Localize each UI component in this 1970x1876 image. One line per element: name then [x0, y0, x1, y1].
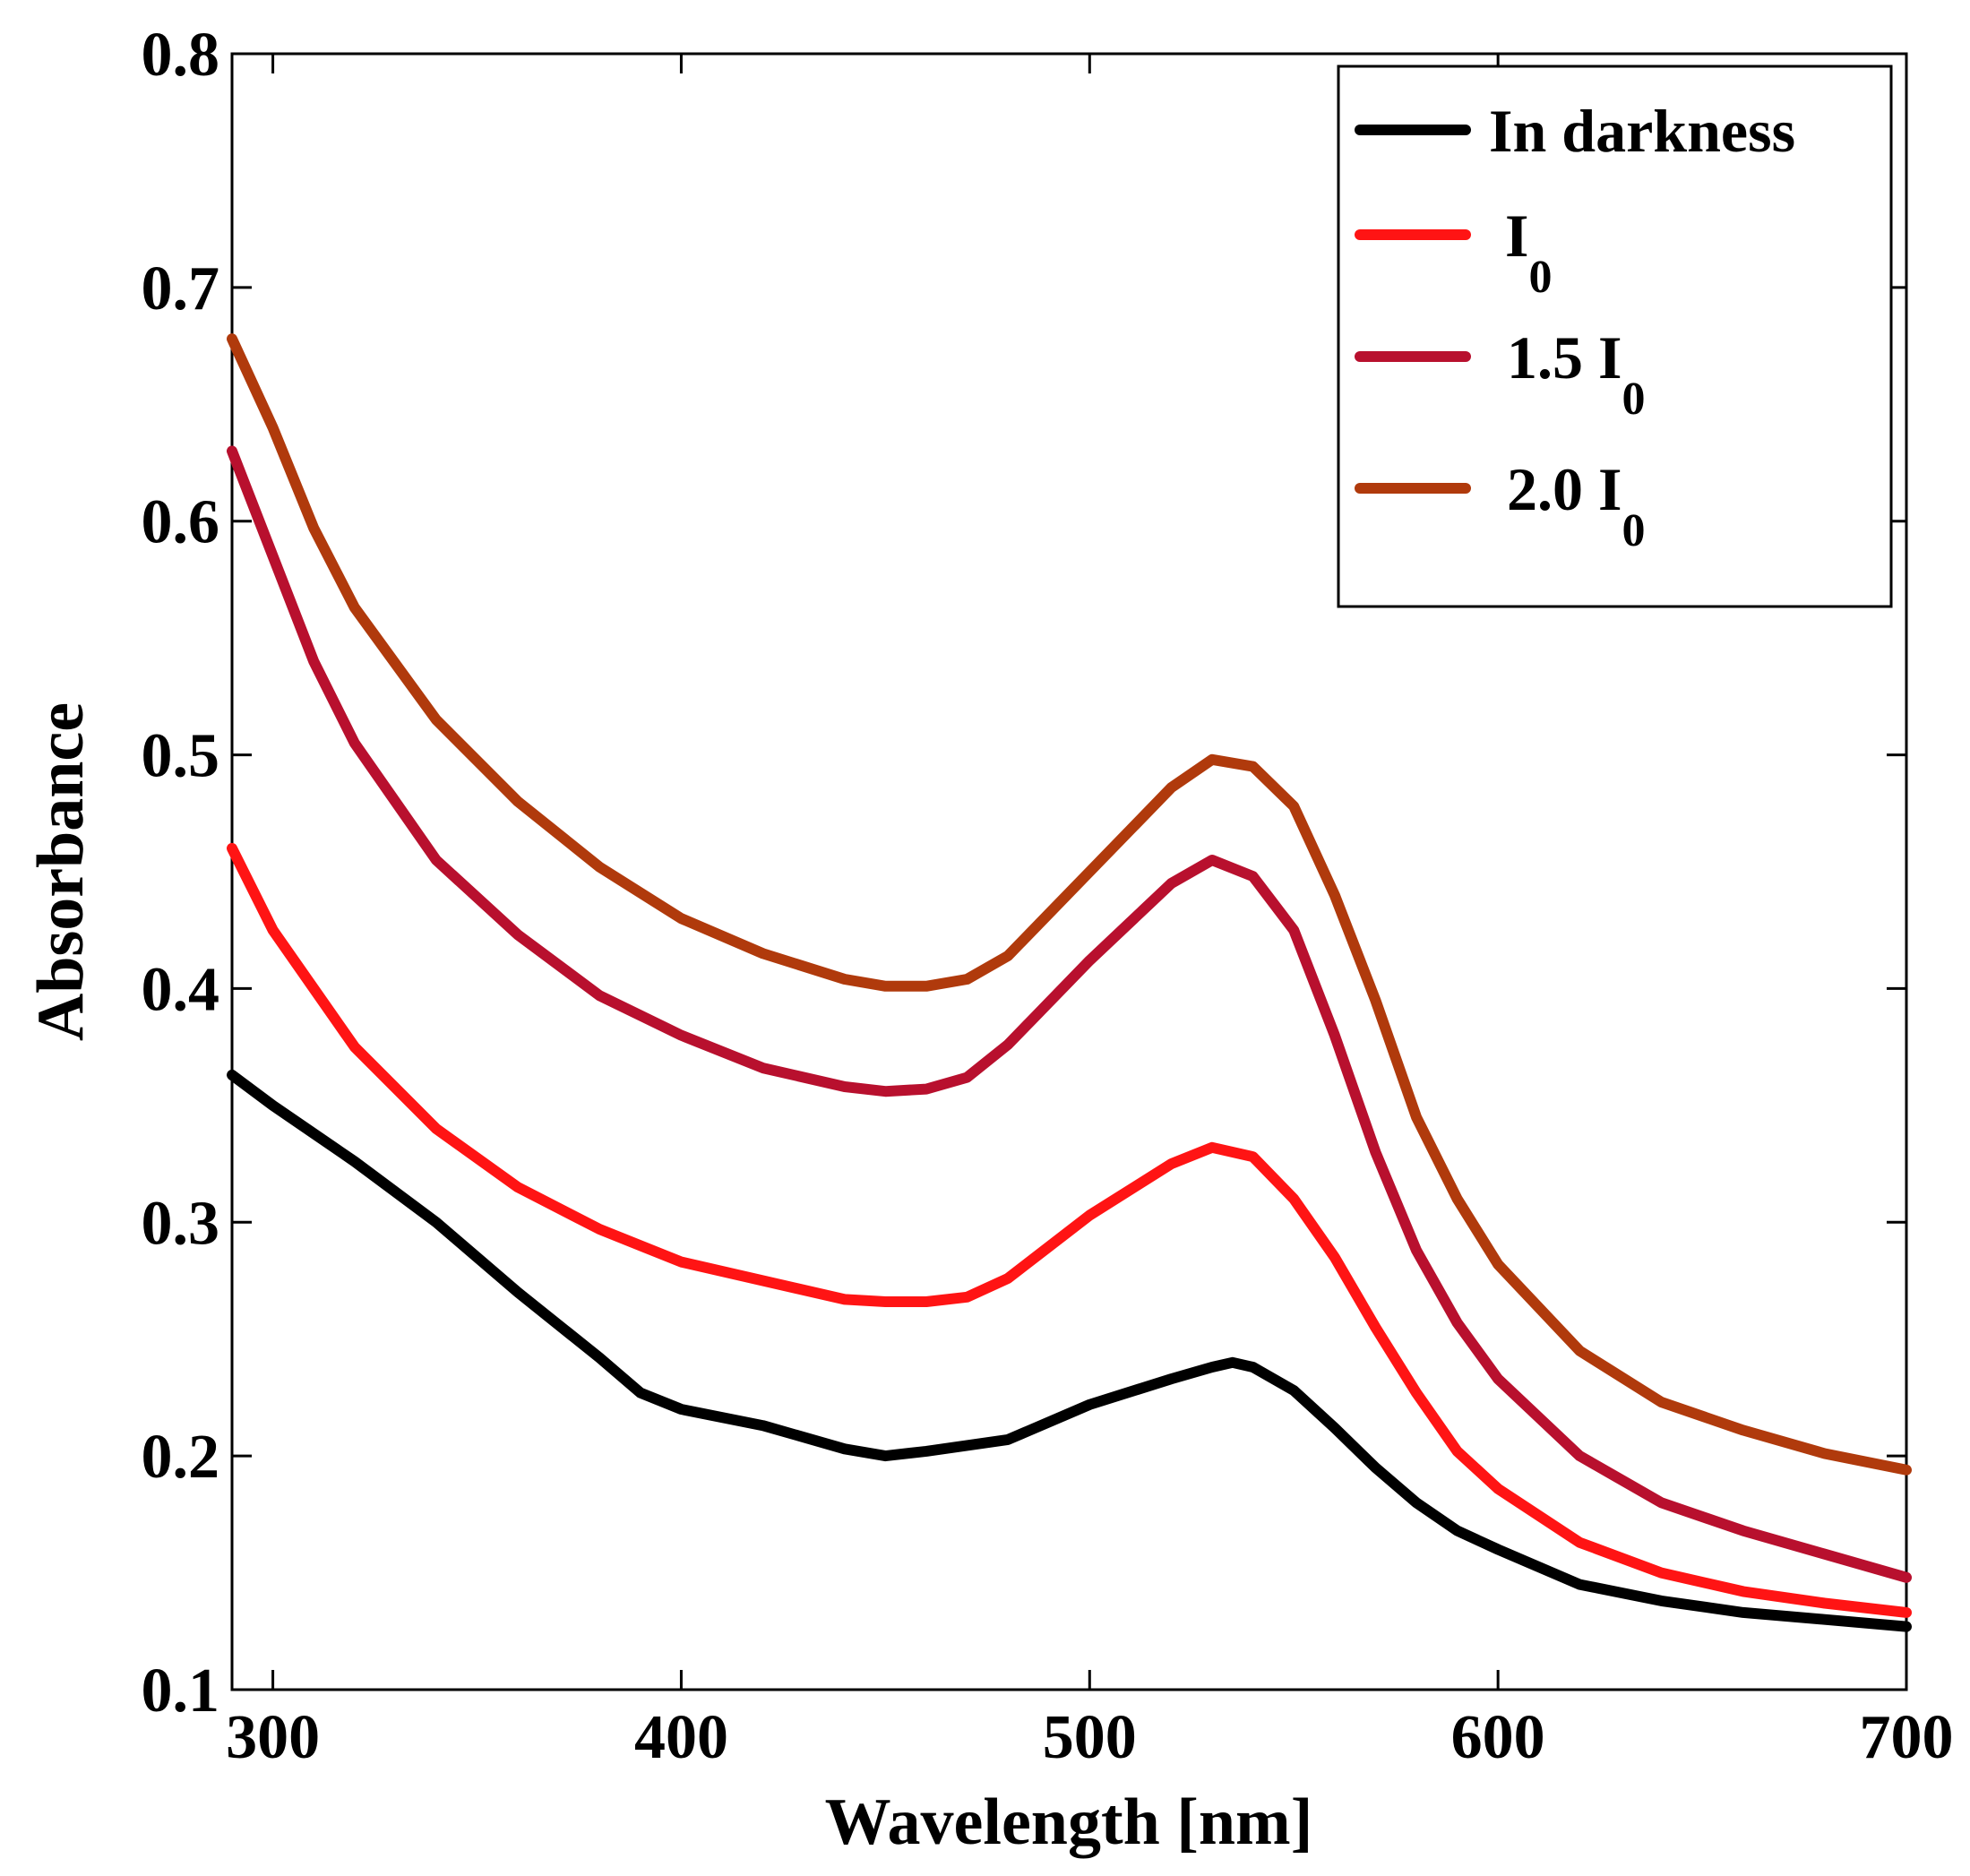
- legend-label-main: 2.0 I: [1507, 455, 1622, 523]
- y-tick-label: 0.8: [142, 21, 220, 90]
- plot-area: 300 400 500 600 700 0.1 0.2 0.3 0.4 0.5 0.6 0.7 0.8: [142, 21, 1954, 1772]
- y-tick-label: 0.1: [142, 1657, 220, 1725]
- legend-label-main: I: [1505, 202, 1528, 270]
- y-tick-label: 0.3: [142, 1189, 220, 1258]
- legend-label-main: In darkness: [1489, 97, 1795, 165]
- series-line-3: [227, 333, 1912, 1476]
- legend-label-2: 1.5 I0: [1507, 323, 1645, 425]
- legend-label-1: I0: [1505, 202, 1552, 303]
- y-tick-label: 0.4: [142, 955, 220, 1024]
- series-line-0: [227, 1069, 1912, 1632]
- legend-label-subscript: 0: [1622, 505, 1645, 556]
- series-line-2: [227, 445, 1912, 1583]
- y-tick-label: 0.6: [142, 488, 220, 557]
- x-tick-label: 300: [226, 1703, 320, 1772]
- y-tick-label: 0.5: [142, 722, 220, 791]
- series-line-1: [227, 842, 1912, 1618]
- legend-label-0: In darkness: [1489, 97, 1795, 165]
- y-tick-label: 0.2: [142, 1423, 220, 1492]
- x-tick-label: 500: [1043, 1703, 1137, 1772]
- x-tick-label: 600: [1451, 1703, 1545, 1772]
- x-axis-title: Wavelength [nm]: [825, 1786, 1313, 1859]
- legend-box: [1337, 65, 1893, 608]
- x-tick-label: 400: [634, 1703, 728, 1772]
- tick-group: 300 400 500 600 700 0.1 0.2 0.3 0.4 0.5 0.6 0.7 0.8: [142, 21, 1954, 1772]
- legend-label-subscript: 0: [1528, 252, 1552, 303]
- y-axis-title: Absorbance: [24, 702, 98, 1041]
- y-tick-label: 0.7: [142, 254, 220, 323]
- legend-label-3: 2.0 I0: [1507, 455, 1645, 556]
- legend-label-subscript: 0: [1622, 374, 1645, 425]
- x-tick-label: 700: [1860, 1703, 1954, 1772]
- legend-label-main: 1.5 I: [1507, 323, 1622, 392]
- plot-frame: [230, 52, 1908, 1691]
- series-group: [227, 333, 1912, 1632]
